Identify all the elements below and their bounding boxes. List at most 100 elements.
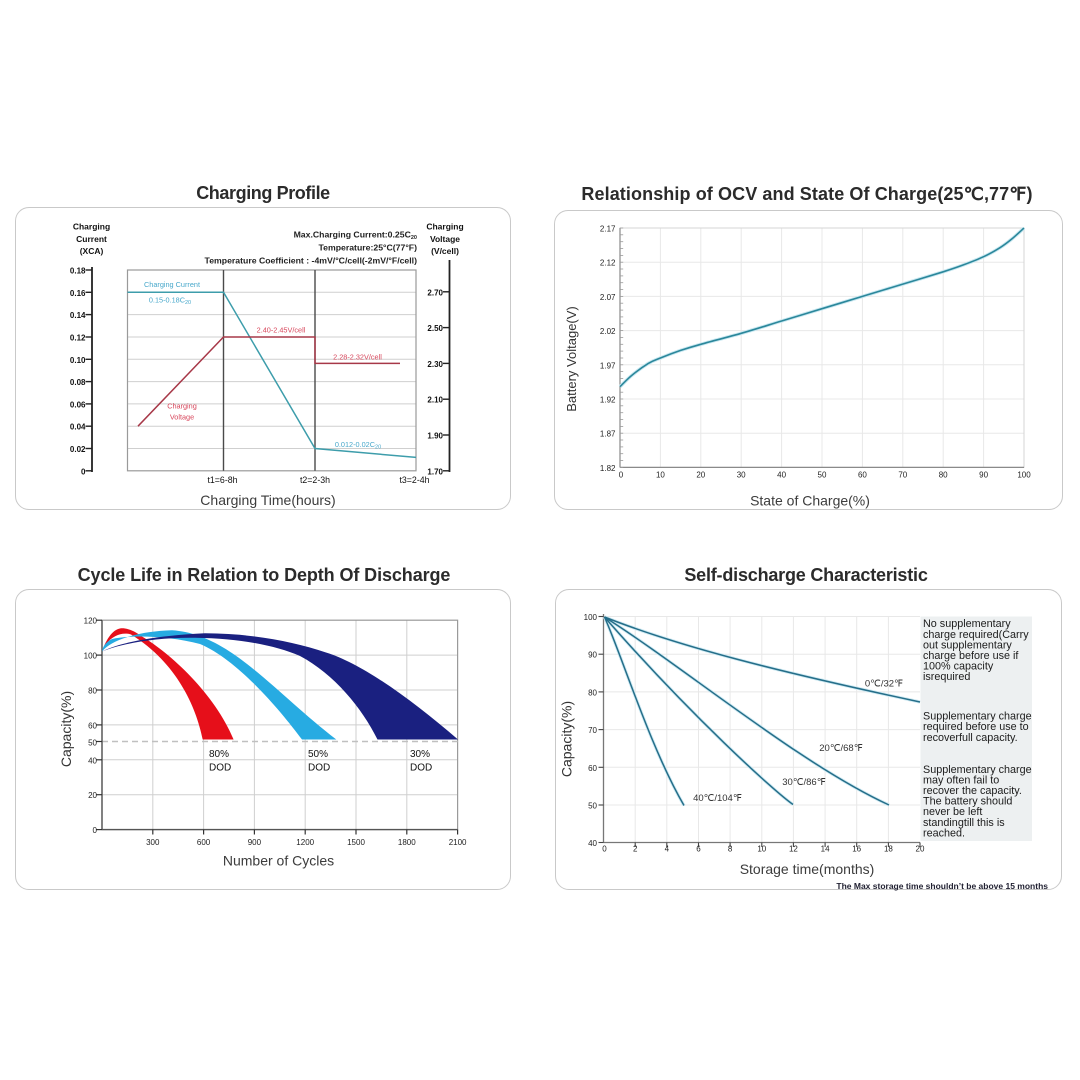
svg-text:0.08: 0.08 bbox=[70, 378, 86, 387]
svg-text:40: 40 bbox=[777, 471, 786, 480]
svg-text:Voltage: Voltage bbox=[430, 234, 460, 244]
svg-text:0℃/32℉: 0℃/32℉ bbox=[865, 679, 903, 690]
svg-text:70: 70 bbox=[588, 726, 597, 735]
svg-text:charge before use if: charge before use if bbox=[923, 650, 1019, 662]
svg-text:1.90: 1.90 bbox=[427, 432, 443, 441]
svg-text:30%: 30% bbox=[410, 749, 430, 760]
svg-text:Self-discharge Characteristic: Self-discharge Characteristic bbox=[684, 565, 927, 585]
svg-text:1200: 1200 bbox=[296, 838, 314, 847]
svg-text:30: 30 bbox=[737, 471, 746, 480]
svg-text:Supplementary charge: Supplementary charge bbox=[923, 764, 1032, 776]
svg-text:2: 2 bbox=[633, 845, 638, 854]
svg-text:Temperature Coefficient : -4mV: Temperature Coefficient : -4mV/°C/cell(-… bbox=[205, 256, 418, 266]
svg-text:1.82: 1.82 bbox=[600, 464, 616, 473]
svg-text:0.02: 0.02 bbox=[70, 445, 86, 454]
svg-text:1.87: 1.87 bbox=[600, 430, 616, 439]
svg-text:Charging Profile: Charging Profile bbox=[196, 183, 330, 203]
svg-text:600: 600 bbox=[197, 838, 211, 847]
svg-text:State of Charge(%): State of Charge(%) bbox=[750, 493, 870, 509]
svg-text:0: 0 bbox=[81, 467, 86, 476]
svg-text:0.15-0.18C20: 0.15-0.18C20 bbox=[149, 296, 191, 307]
svg-text:120: 120 bbox=[84, 617, 98, 626]
svg-text:0: 0 bbox=[602, 845, 607, 854]
svg-text:40: 40 bbox=[88, 756, 97, 765]
svg-text:80: 80 bbox=[88, 687, 97, 696]
svg-text:2.50: 2.50 bbox=[427, 324, 443, 333]
svg-text:charge required(Carry: charge required(Carry bbox=[923, 629, 1029, 641]
svg-text:20℃/68℉: 20℃/68℉ bbox=[819, 743, 862, 754]
svg-text:2.70: 2.70 bbox=[427, 288, 443, 297]
svg-text:40℃/104℉: 40℃/104℉ bbox=[693, 793, 742, 804]
svg-text:(XCA): (XCA) bbox=[80, 246, 104, 256]
svg-text:out supplementary: out supplementary bbox=[923, 639, 1012, 651]
svg-text:2.12: 2.12 bbox=[600, 259, 616, 268]
svg-text:Storage time(months): Storage time(months) bbox=[740, 861, 875, 877]
svg-text:recover the capacity.: recover the capacity. bbox=[923, 785, 1022, 797]
svg-text:60: 60 bbox=[88, 721, 97, 730]
svg-text:0.04: 0.04 bbox=[70, 423, 86, 432]
svg-text:8: 8 bbox=[728, 845, 733, 854]
svg-text:1.97: 1.97 bbox=[600, 361, 616, 370]
svg-text:60: 60 bbox=[588, 764, 597, 773]
svg-text:DOD: DOD bbox=[209, 763, 231, 774]
svg-text:80: 80 bbox=[588, 688, 597, 697]
svg-text:2.07: 2.07 bbox=[600, 293, 616, 302]
svg-text:50%: 50% bbox=[308, 749, 328, 760]
svg-text:t3=2-4h: t3=2-4h bbox=[399, 475, 429, 485]
svg-text:No supplementary: No supplementary bbox=[923, 618, 1011, 630]
svg-text:Cycle Life in Relation to Dept: Cycle Life in Relation to Depth Of Disch… bbox=[78, 565, 451, 585]
svg-text:0.12: 0.12 bbox=[70, 334, 86, 343]
svg-text:t1=6-8h: t1=6-8h bbox=[207, 475, 237, 485]
svg-text:0.06: 0.06 bbox=[70, 400, 86, 409]
svg-text:Charging: Charging bbox=[167, 402, 197, 411]
svg-text:20: 20 bbox=[696, 471, 705, 480]
svg-text:80%: 80% bbox=[209, 749, 229, 760]
svg-text:1.70: 1.70 bbox=[427, 467, 443, 476]
svg-text:20: 20 bbox=[916, 845, 925, 854]
svg-text:Supplementary charge: Supplementary charge bbox=[923, 711, 1032, 723]
svg-text:2.02: 2.02 bbox=[600, 327, 616, 336]
svg-text:1500: 1500 bbox=[347, 838, 365, 847]
svg-text:The Max storage time shouldn’t: The Max storage time shouldn’t be above … bbox=[836, 881, 1048, 891]
svg-text:4: 4 bbox=[665, 845, 670, 854]
svg-text:20: 20 bbox=[88, 791, 97, 800]
svg-text:2.28-2.32V/cell: 2.28-2.32V/cell bbox=[333, 353, 382, 362]
svg-text:DOD: DOD bbox=[410, 763, 432, 774]
svg-text:may often fail to: may often fail to bbox=[923, 774, 999, 786]
svg-text:0.16: 0.16 bbox=[70, 289, 86, 298]
svg-text:14: 14 bbox=[821, 845, 830, 854]
svg-text:60: 60 bbox=[858, 471, 867, 480]
svg-text:Max.Charging Current:0.25C20: Max.Charging Current:0.25C20 bbox=[294, 230, 417, 242]
svg-text:required before use to: required before use to bbox=[923, 721, 1029, 733]
svg-text:0.012-0.02C20: 0.012-0.02C20 bbox=[335, 440, 381, 451]
svg-text:50: 50 bbox=[588, 802, 597, 811]
svg-text:90: 90 bbox=[979, 471, 988, 480]
svg-text:12: 12 bbox=[789, 845, 798, 854]
svg-text:80: 80 bbox=[939, 471, 948, 480]
svg-text:1800: 1800 bbox=[398, 838, 416, 847]
svg-text:6: 6 bbox=[696, 845, 701, 854]
svg-text:0.18: 0.18 bbox=[70, 267, 86, 276]
svg-text:Charging Time(hours): Charging Time(hours) bbox=[200, 492, 335, 508]
svg-text:30℃/86℉: 30℃/86℉ bbox=[782, 777, 825, 788]
svg-text:DOD: DOD bbox=[308, 763, 330, 774]
svg-text:900: 900 bbox=[248, 838, 262, 847]
svg-text:10: 10 bbox=[656, 471, 665, 480]
svg-text:50: 50 bbox=[818, 471, 827, 480]
svg-text:100: 100 bbox=[84, 652, 98, 661]
svg-text:100: 100 bbox=[1017, 471, 1031, 480]
svg-text:recoverfull capacity.: recoverfull capacity. bbox=[923, 732, 1018, 744]
svg-text:Voltage: Voltage bbox=[170, 413, 194, 422]
svg-text:t2=2-3h: t2=2-3h bbox=[300, 475, 330, 485]
svg-text:1.92: 1.92 bbox=[600, 396, 616, 405]
svg-text:standingtill this is: standingtill this is bbox=[923, 817, 1005, 829]
svg-text:40: 40 bbox=[588, 839, 597, 848]
svg-text:Current: Current bbox=[76, 234, 107, 244]
svg-text:Charging: Charging bbox=[73, 222, 110, 232]
svg-text:The battery should: The battery should bbox=[923, 796, 1012, 808]
svg-text:Capacity(%): Capacity(%) bbox=[559, 701, 575, 777]
svg-text:100: 100 bbox=[584, 613, 598, 622]
svg-text:10: 10 bbox=[757, 845, 766, 854]
svg-text:50: 50 bbox=[88, 739, 97, 748]
svg-text:reached.: reached. bbox=[923, 827, 965, 839]
